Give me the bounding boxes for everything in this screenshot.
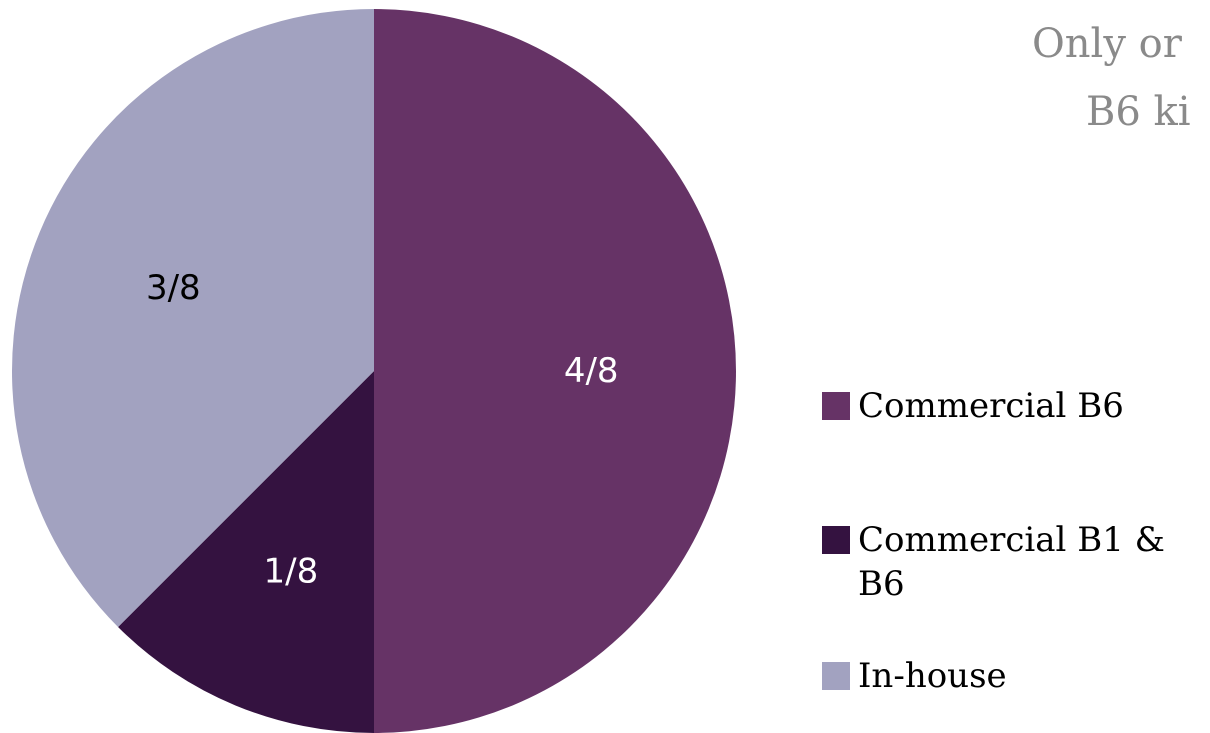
- legend-item-commercial-b6: Commercial B6: [822, 384, 1210, 428]
- data-label-commercial-b6: 4/8: [564, 351, 619, 391]
- legend-swatch-commercial-b1-b6: [822, 526, 850, 554]
- legend-label-commercial-b1-b6: Commercial B1 & B6: [858, 520, 1165, 604]
- pie-chart: 4/8 1/8 3/8: [11, 9, 736, 733]
- legend-label-in-house: In-house: [858, 656, 1007, 696]
- data-label-in-house: 3/8: [146, 268, 201, 308]
- pie-slice-in-house: [11, 9, 374, 627]
- legend-label-commercial-b6: Commercial B6: [858, 386, 1124, 426]
- legend-item-commercial-b1-b6: Commercial B1 & B6: [822, 518, 1208, 606]
- data-label-commercial-b1-b6: 1/8: [264, 552, 319, 592]
- pie-slice-commercial-b6: [374, 9, 736, 733]
- legend-swatch-commercial-b6: [822, 392, 850, 420]
- pie-slice-commercial-b1-b6: [118, 371, 374, 733]
- legend-swatch-in-house: [822, 662, 850, 690]
- chart-title-line-1: Only or: [1032, 21, 1182, 67]
- legend-item-in-house: In-house: [822, 654, 1210, 698]
- chart-title-line-2: B6 ki: [1086, 89, 1191, 135]
